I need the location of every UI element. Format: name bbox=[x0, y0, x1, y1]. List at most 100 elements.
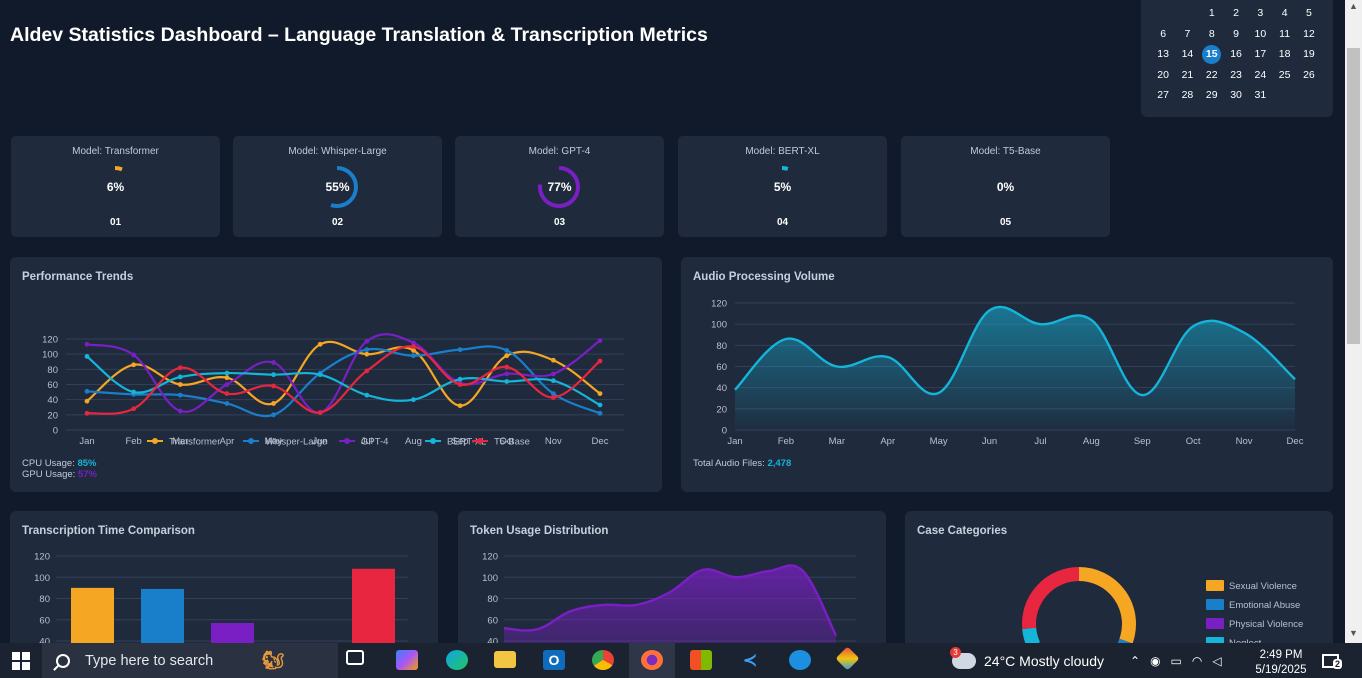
series-point bbox=[271, 401, 276, 406]
series-point bbox=[550, 357, 556, 363]
copilot-icon[interactable] bbox=[396, 650, 418, 670]
transcription-time-chart: 40 60 80 100 120 bbox=[34, 552, 408, 643]
weather-text: 24°C Mostly cloudy bbox=[984, 652, 1104, 669]
firefox-browser-icon[interactable] bbox=[641, 650, 663, 670]
series-point bbox=[224, 382, 230, 387]
meet-now-icon[interactable]: ◉ bbox=[1150, 653, 1161, 668]
legend-swatch-dot bbox=[248, 438, 254, 444]
token-usage-panel: Token Usage Distribution 40 60 80 100 120 bbox=[458, 511, 886, 643]
series-point bbox=[504, 371, 510, 377]
y-tick-label: 60 bbox=[39, 615, 50, 626]
calendar-day[interactable]: 20 bbox=[1157, 68, 1169, 81]
series-point bbox=[597, 358, 603, 364]
performance-trends-title: Performance Trends bbox=[22, 271, 134, 283]
series-point bbox=[411, 353, 416, 359]
calendar-day[interactable]: 24 bbox=[1254, 68, 1267, 81]
series-point bbox=[224, 370, 230, 376]
series-point bbox=[597, 391, 603, 396]
calendar-day[interactable]: 4 bbox=[1281, 7, 1288, 20]
series-line bbox=[86, 345, 601, 415]
calendar-day[interactable]: 17 bbox=[1254, 48, 1267, 61]
battery-icon[interactable]: ▭ bbox=[1170, 653, 1182, 668]
docker-icon[interactable] bbox=[789, 650, 811, 670]
calendar-day[interactable]: 23 bbox=[1230, 68, 1242, 81]
calendar-day[interactable]: 26 bbox=[1303, 68, 1315, 81]
chrome-browser-icon[interactable] bbox=[592, 650, 614, 670]
calendar-day[interactable]: 21 bbox=[1181, 68, 1194, 81]
taskbar-search-box[interactable]: Type here to search bbox=[42, 643, 338, 678]
total-audio-label: Total Audio Files: bbox=[693, 458, 768, 469]
scroll-down-icon[interactable]: ▼ bbox=[1349, 628, 1358, 638]
weather-widget[interactable]: 3 24°C Mostly cloudy bbox=[950, 643, 1104, 678]
windows-start-icon[interactable] bbox=[12, 652, 30, 670]
x-tick-label: Jun bbox=[982, 436, 997, 447]
y-tick-label: 100 bbox=[711, 320, 727, 331]
x-tick-label: Sep bbox=[1134, 436, 1151, 447]
calendar-day[interactable]: 6 bbox=[1160, 27, 1167, 40]
series-point bbox=[177, 382, 183, 387]
calendar-day[interactable]: 16 bbox=[1230, 48, 1242, 61]
chevron-up-icon[interactable]: ⌃ bbox=[1130, 653, 1141, 668]
y-tick-label: 20 bbox=[716, 404, 727, 415]
store-icon[interactable] bbox=[690, 650, 712, 670]
series-point bbox=[411, 344, 416, 349]
calendar-day[interactable]: 8 bbox=[1208, 27, 1215, 40]
taskbar-clock[interactable]: 2:49 PM 5/19/2025 bbox=[1252, 648, 1310, 678]
calendar-day[interactable]: 18 bbox=[1278, 48, 1291, 61]
taskbar: Type here to search bbox=[0, 643, 1362, 678]
calendar-day[interactable]: 12 bbox=[1303, 27, 1315, 40]
y-tick-label: 120 bbox=[42, 335, 58, 346]
x-tick-label: Sep bbox=[452, 436, 469, 447]
calendar-day[interactable]: 28 bbox=[1181, 89, 1194, 102]
volume-icon[interactable]: ◁ bbox=[1212, 653, 1222, 668]
task-view-icon[interactable] bbox=[346, 650, 364, 665]
vscode-icon[interactable]: ≺ bbox=[742, 649, 758, 670]
series-point bbox=[457, 347, 463, 353]
calendar-day[interactable]: 10 bbox=[1254, 27, 1267, 40]
calendar-day[interactable]: 1 bbox=[1208, 7, 1215, 20]
model-card-label: Model: GPT-4 bbox=[528, 146, 591, 157]
wifi-icon[interactable]: ◠ bbox=[1191, 653, 1203, 668]
notification-center[interactable]: 2 bbox=[1322, 643, 1343, 678]
series-point bbox=[364, 347, 370, 353]
series-point bbox=[224, 375, 230, 381]
calendar-day[interactable]: 27 bbox=[1157, 89, 1169, 102]
calendar-day[interactable]: 5 bbox=[1306, 7, 1312, 20]
file-explorer-icon[interactable] bbox=[494, 651, 516, 668]
calendar-day[interactable]: 31 bbox=[1254, 89, 1267, 102]
area-line bbox=[734, 305, 1296, 397]
clock-time: 2:49 PM bbox=[1259, 649, 1303, 661]
model-card-percent: 77% bbox=[547, 180, 572, 194]
x-tick-label: Jan bbox=[79, 436, 94, 447]
calendar-empty-cell bbox=[1151, 3, 1175, 24]
weather-badge: 3 bbox=[950, 646, 961, 658]
calendar-day[interactable]: 2 bbox=[1233, 7, 1239, 20]
calendar-day[interactable]: 11 bbox=[1279, 27, 1291, 40]
calendar-day[interactable]: 9 bbox=[1233, 27, 1239, 40]
series-point bbox=[317, 341, 323, 347]
model-progress-ring bbox=[94, 166, 136, 208]
series-point bbox=[364, 351, 370, 357]
calendar-day[interactable]: 29 bbox=[1205, 89, 1218, 102]
calendar-day[interactable]: 25 bbox=[1278, 68, 1291, 81]
series-point bbox=[84, 410, 90, 416]
calendar-day[interactable]: 15 bbox=[1202, 44, 1222, 64]
model-card-percent: 5% bbox=[773, 180, 792, 194]
calendar-day[interactable]: 30 bbox=[1230, 89, 1242, 102]
outlook-icon[interactable]: O bbox=[543, 650, 565, 670]
scroll-up-icon[interactable]: ▲ bbox=[1349, 1, 1358, 11]
y-tick-label: 0 bbox=[722, 426, 727, 437]
scrollbar-thumb[interactable] bbox=[1347, 48, 1360, 344]
calendar-day[interactable]: 13 bbox=[1157, 48, 1169, 61]
page-scrollbar[interactable]: ▲ ▼ bbox=[1345, 0, 1362, 643]
calendar-day[interactable]: 3 bbox=[1257, 7, 1264, 20]
model-card-percent: 6% bbox=[106, 180, 125, 194]
edge-browser-icon[interactable] bbox=[446, 650, 468, 670]
calendar-day[interactable]: 14 bbox=[1181, 48, 1194, 61]
calendar-day[interactable]: 7 bbox=[1184, 27, 1191, 40]
calendar-day[interactable]: 19 bbox=[1303, 48, 1315, 61]
legend-swatch bbox=[1206, 637, 1224, 643]
model-card-label: Model: Whisper-Large bbox=[288, 146, 387, 157]
legend-label: Physical Violence bbox=[1229, 619, 1303, 630]
calendar-day[interactable]: 22 bbox=[1205, 68, 1218, 81]
